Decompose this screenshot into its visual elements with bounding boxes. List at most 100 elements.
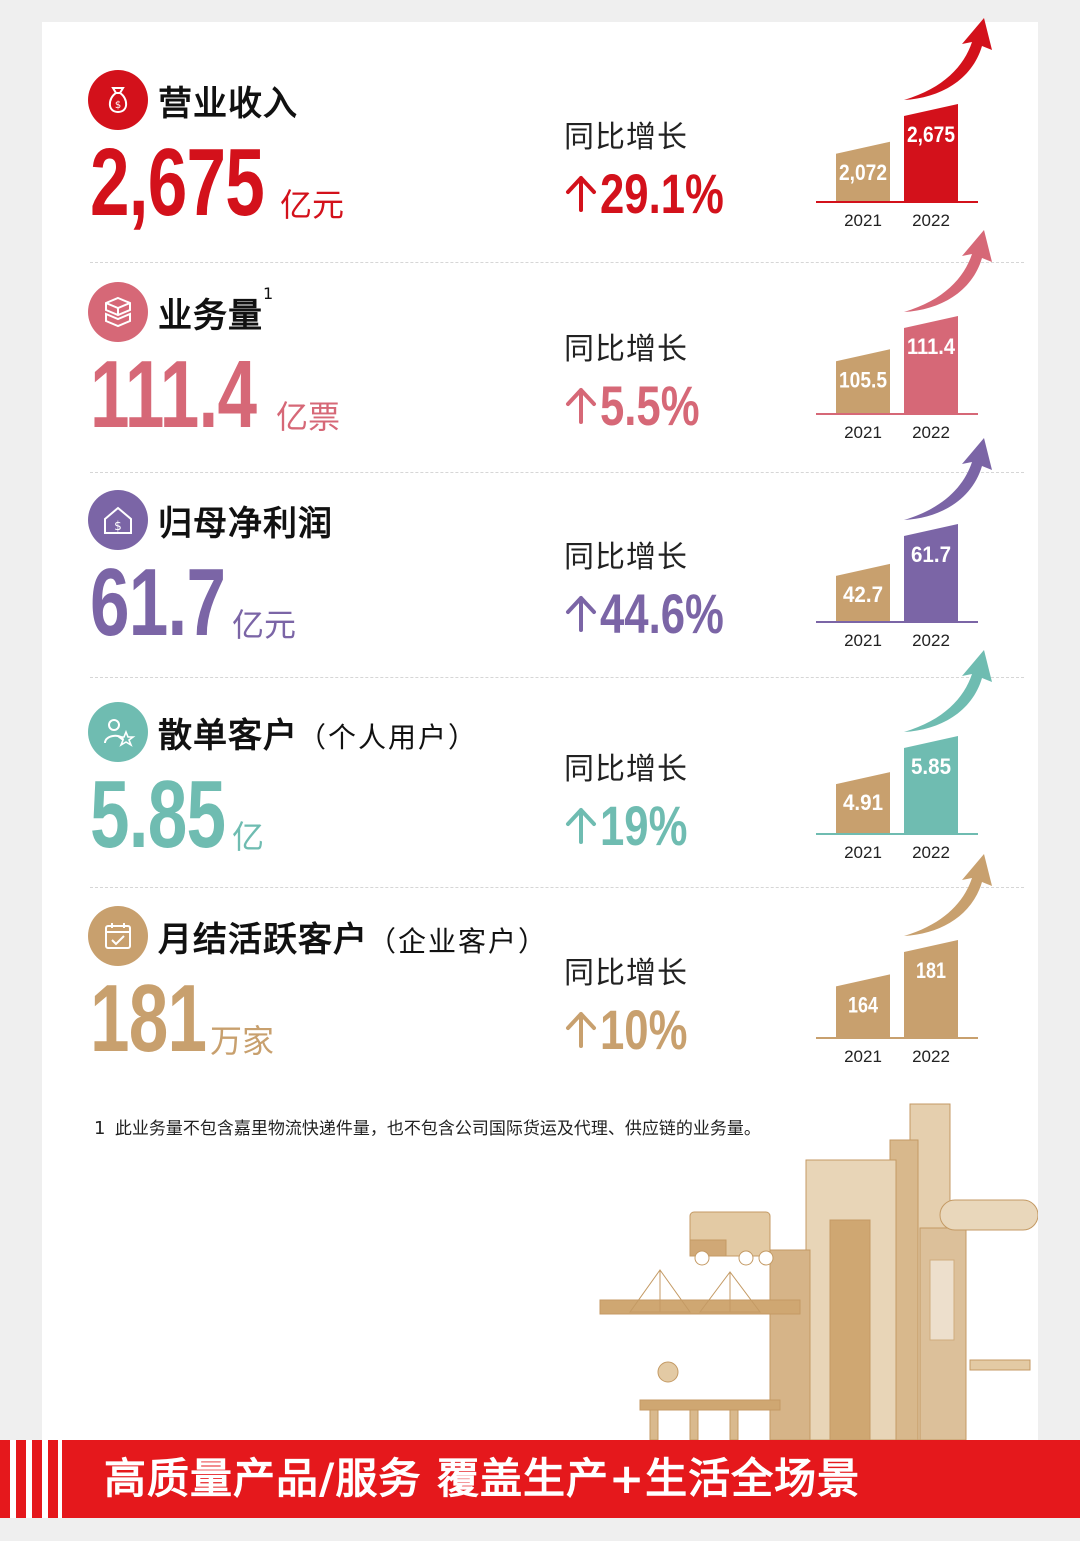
metric-block: 月结活跃客户（企业客户） 181 万家 同比增长 10% 164 2021 181 2… [42, 854, 1038, 1116]
bar-value-label: 5.85 [911, 754, 951, 779]
bar-value-label: 42.7 [843, 582, 883, 607]
yoy-growth: 29.1% [564, 158, 759, 228]
metric-block: 业务量1 111.4 亿票 同比增长 5.5% 105.5 2021 111.4 20… [42, 230, 1038, 492]
yoy-label: 同比增长 [564, 752, 688, 787]
yoy-value: 44.6% [600, 581, 724, 645]
metric-title: 营业收入 [158, 76, 298, 125]
bar-2022 [904, 316, 958, 414]
bar-2022 [904, 104, 958, 202]
mini-bar-chart: 4.91 2021 5.85 2022 [816, 650, 992, 862]
yoy-growth: 44.6% [564, 578, 759, 648]
up-arrow-icon [566, 388, 596, 424]
bar-2022 [904, 524, 958, 622]
mini-bar-chart: 164 2021 181 2022 [816, 854, 992, 1066]
x-tick-label: 2022 [912, 211, 950, 230]
bar-2021 [836, 772, 890, 834]
svg-text:$: $ [115, 100, 121, 111]
metric-value: 2,675 [90, 129, 265, 236]
x-tick-label: 2022 [912, 631, 950, 650]
metric-unit: 亿元 [280, 186, 345, 224]
yoy-growth: 10% [564, 994, 712, 1064]
footnote-marker: 1 [263, 284, 275, 303]
yoy-label: 同比增长 [564, 332, 688, 367]
metric-block: $ 营业收入 2,675 亿元 同比增长 29.1% 2,072 2021 2,67… [42, 18, 1038, 280]
metric-title-sub: （企业客户） [368, 925, 549, 958]
mini-bar-chart: 42.7 2021 61.7 2022 [816, 438, 992, 650]
mini-bar-chart: 105.5 2021 111.4 2022 [816, 230, 992, 442]
banner-text: 高质量产品/服务 覆盖生产+生活全场景 [104, 1454, 861, 1503]
section-divider [90, 887, 1024, 888]
banner-stripes-icon [0, 1440, 70, 1518]
bar-2022 [904, 940, 958, 1038]
up-arrow-icon [566, 808, 596, 844]
metric-block: 散单客户（个人用户） 5.85 亿 同比增长 19% 4.91 2021 5.85 2… [42, 650, 1038, 912]
yoy-value: 19% [600, 793, 688, 857]
metric-title-text: 营业收入 [158, 84, 298, 124]
growth-arrow-icon [904, 854, 992, 936]
footnote-text: 此业务量不包含嘉里物流快递件量，也不包含公司国际货运及代理、供应链的业务量。 [114, 1119, 761, 1139]
metric-unit: 亿 [232, 818, 265, 856]
yoy-growth: 19% [564, 790, 712, 860]
metric-value: 111.4 [90, 341, 257, 448]
up-arrow-icon [566, 1012, 596, 1048]
bar-value-label: 4.91 [843, 790, 883, 815]
yoy-label: 同比增长 [564, 540, 688, 575]
yoy-value: 29.1% [600, 161, 724, 225]
metric-title-text: 月结活跃客户 [158, 920, 368, 960]
yoy-value: 10% [600, 997, 688, 1061]
bar-value-label: 105.5 [839, 367, 887, 392]
bar-2021 [836, 349, 890, 414]
calendar-check-icon [88, 906, 148, 966]
city-logistics-illustration [599, 1103, 1038, 1440]
metric-title: 散单客户（个人用户） [158, 708, 478, 757]
growth-arrow-icon [904, 18, 992, 100]
growth-arrow-icon [904, 650, 992, 732]
section-divider [90, 262, 1024, 263]
section-divider [90, 472, 1024, 473]
bar-2021 [836, 141, 890, 202]
metric-unit: 亿票 [276, 398, 341, 436]
svg-text:$: $ [114, 519, 122, 533]
up-arrow-icon [566, 596, 596, 632]
summary-panel: $ 营业收入 2,675 亿元 同比增长 29.1% 2,072 2021 2,67… [42, 18, 1038, 1440]
metric-title-text: 归母净利润 [158, 504, 333, 544]
yoy-value: 5.5% [600, 373, 700, 437]
money-bag-icon: $ [88, 70, 148, 130]
bar-2021 [836, 563, 890, 622]
person-star-icon [88, 702, 148, 762]
x-tick-label: 2021 [844, 211, 882, 230]
footnote: 1 此业务量不包含嘉里物流快递件量，也不包含公司国际货运及代理、供应链的业务量。 [94, 1114, 761, 1139]
metric-title: 归母净利润 [158, 496, 333, 545]
bottom-banner: 高质量产品/服务 覆盖生产+生活全场景 [0, 1440, 1080, 1518]
metric-value: 181 [90, 965, 207, 1072]
metric-title-text: 业务量 [158, 296, 263, 336]
bar-value-label: 2,675 [907, 122, 955, 147]
house-dollar-icon: $ [88, 490, 148, 550]
metric-unit: 亿元 [232, 606, 297, 644]
x-tick-label: 2022 [912, 843, 950, 862]
growth-arrow-icon [904, 230, 992, 312]
bar-value-label: 111.4 [907, 334, 956, 359]
bar-value-label: 181 [916, 958, 946, 983]
x-tick-label: 2021 [844, 423, 882, 442]
metric-title-sub: （个人用户） [298, 721, 479, 754]
x-tick-label: 2021 [844, 843, 882, 862]
metric-title: 月结活跃客户（企业客户） [158, 912, 548, 961]
yoy-label: 同比增长 [564, 956, 688, 991]
mini-bar-chart: 2,072 2021 2,675 2022 [816, 18, 992, 230]
x-tick-label: 2022 [912, 423, 950, 442]
metric-block: $ 归母净利润 61.7 亿元 同比增长 44.6% 42.7 2021 61.7 2… [42, 438, 1038, 700]
bar-value-label: 61.7 [911, 542, 951, 567]
metric-title-text: 散单客户 [158, 716, 298, 756]
yoy-label: 同比增长 [564, 120, 688, 155]
bar-2021 [836, 974, 890, 1038]
footnote-number: 1 [94, 1118, 106, 1139]
yoy-growth: 5.5% [564, 370, 728, 440]
up-arrow-icon [566, 176, 596, 212]
bar-value-label: 2,072 [839, 160, 887, 185]
growth-arrow-icon [904, 438, 992, 520]
x-tick-label: 2021 [844, 631, 882, 650]
metric-value: 61.7 [90, 549, 226, 656]
boxes-icon [88, 282, 148, 342]
metric-title: 业务量1 [158, 284, 274, 337]
